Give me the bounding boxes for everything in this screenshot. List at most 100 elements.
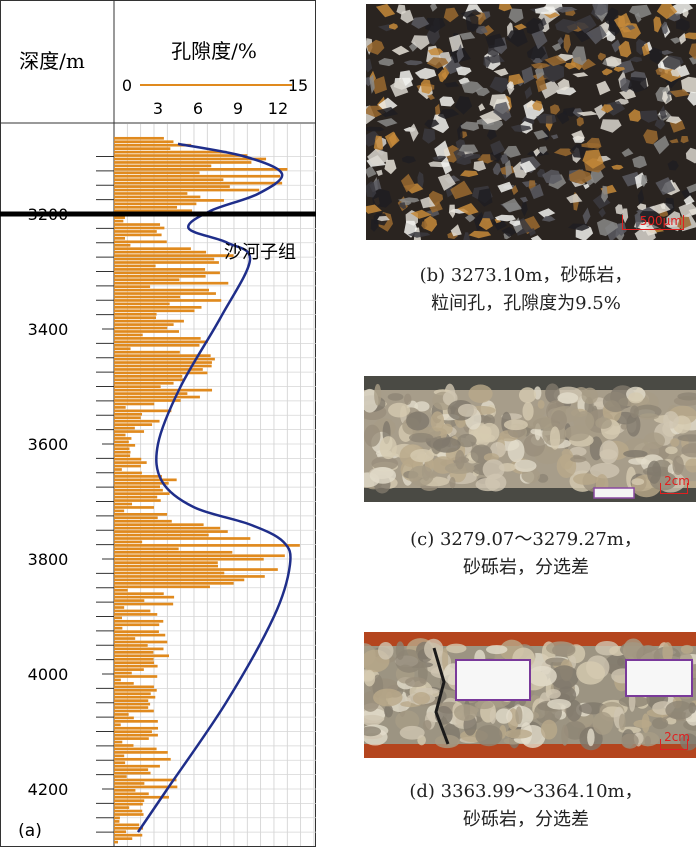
core-fracture [432, 647, 450, 745]
porosity-bar [114, 506, 155, 509]
pebble [644, 735, 651, 747]
pebble [495, 708, 513, 724]
x-tick-label: 9 [233, 99, 243, 118]
mineral-grain [527, 228, 536, 237]
mineral-grain [613, 12, 631, 31]
pebble [685, 458, 696, 473]
mineral-grain [439, 96, 455, 107]
mineral-grain [490, 140, 506, 156]
pebble [621, 733, 639, 749]
pebble [665, 717, 677, 725]
porosity-bar [114, 357, 215, 361]
mineral-grain [510, 124, 532, 132]
pebble [663, 411, 679, 429]
mineral-grain [649, 47, 663, 64]
porosity-bar [114, 478, 177, 482]
pebble [507, 439, 525, 463]
pebble [662, 642, 673, 663]
mineral-grain [376, 118, 398, 127]
pebble [549, 426, 561, 450]
mineral-grain [532, 58, 543, 64]
mineral-grain [473, 160, 487, 172]
porosity-bar [114, 820, 120, 823]
mineral-grain [501, 226, 518, 237]
mineral-grain [572, 46, 587, 66]
pebble [522, 402, 534, 421]
mineral-grain [621, 148, 634, 157]
porosity-bar [114, 519, 172, 523]
porosity-bar [114, 136, 164, 140]
porosity-bar [114, 426, 135, 430]
mineral-grain [366, 58, 373, 73]
porosity-bar [114, 840, 118, 844]
pebble [453, 704, 478, 721]
pebble [430, 411, 445, 432]
mineral-grain [535, 73, 547, 93]
porosity-bar [114, 288, 209, 292]
mineral-grain [478, 103, 486, 112]
mineral-grain [505, 160, 513, 178]
porosity-bar [114, 330, 179, 333]
porosity-bar [114, 171, 200, 175]
mineral-grain [556, 110, 570, 125]
porosity-bar [114, 582, 234, 585]
porosity-bar [114, 226, 165, 230]
core-tag [455, 659, 531, 701]
porosity-bar [114, 185, 230, 188]
porosity-bar [114, 402, 155, 406]
mineral-grain [573, 14, 597, 34]
mineral-grain [458, 144, 479, 154]
porosity-bar [114, 319, 184, 323]
porosity-bar [114, 595, 175, 599]
mineral-grain [483, 55, 491, 68]
mineral-grain [656, 4, 678, 20]
mineral-grain [534, 6, 557, 15]
pebble [540, 719, 558, 740]
mineral-grain [536, 113, 557, 124]
porosity-bar [114, 440, 129, 444]
mineral-grain [634, 12, 642, 23]
porosity-bar [114, 243, 131, 247]
porosity-bar [114, 209, 193, 213]
y-tick-label: 3400 [28, 320, 69, 339]
mineral-grain [456, 44, 464, 63]
pebble [573, 410, 595, 432]
pebble [504, 729, 533, 739]
mineral-grain [506, 81, 515, 90]
mineral-grain [662, 91, 668, 104]
pebble [631, 478, 645, 486]
porosity-bar [114, 154, 248, 157]
porosity-bar [114, 761, 126, 765]
pebble [489, 708, 497, 724]
mineral-grain [669, 89, 691, 98]
porosity-bar [114, 726, 159, 730]
x-tick-label: 12 [268, 99, 288, 118]
mineral-grain [457, 203, 479, 216]
mineral-grain [521, 200, 528, 217]
mineral-grain [497, 181, 513, 193]
mineral-grain [531, 30, 548, 50]
mineral-grain [366, 105, 386, 118]
porosity-bar [114, 205, 178, 209]
mineral-grain [582, 207, 591, 226]
mineral-grain [390, 77, 409, 97]
porosity-bar [114, 147, 171, 150]
porosity-bar [114, 623, 160, 627]
mineral-grain [571, 130, 585, 141]
porosity-bar [114, 309, 195, 313]
caption-b: (b) 3273.10m，砂砾岩， 粒间孔，孔隙度为9.5% [352, 262, 700, 318]
porosity-bar [114, 306, 202, 309]
mineral-grain [592, 4, 609, 16]
porosity-bar [114, 782, 145, 785]
mineral-grain [461, 153, 481, 160]
mineral-grain [662, 55, 684, 70]
pebble [405, 677, 427, 688]
porosity-bar [114, 802, 143, 806]
porosity-bar [114, 592, 164, 596]
pebble [561, 724, 569, 746]
pebble [457, 433, 477, 448]
porosity-bar [114, 713, 129, 716]
porosity-bar [114, 274, 206, 278]
porosity-bar [114, 409, 172, 413]
mineral-grain [685, 147, 696, 164]
